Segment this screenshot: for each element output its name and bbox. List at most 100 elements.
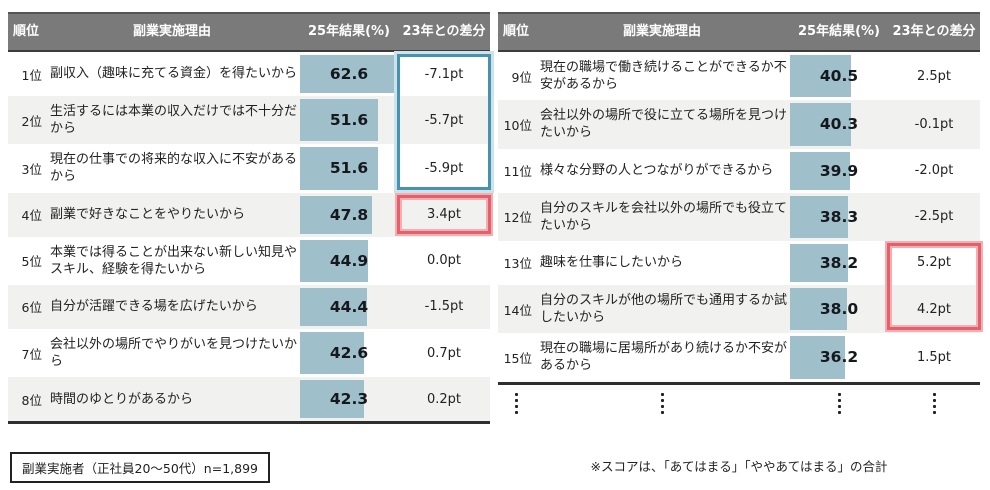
rank-cell: 8位 [21,392,42,408]
table-row: 12位 自分のスキルを会社以外の場所でも役立てたいから 38.3 -2.5pt [498,192,980,241]
reason-cell: 副業で好きなことをやりたいから [50,207,246,223]
diff-cell: 1.5pt [916,349,952,365]
value-bar [300,331,365,375]
diff-cell: -7.1pt [424,66,464,82]
table-row: 13位 趣味を仕事にしたいから 38.2 5.2pt [498,240,980,285]
value-label: 44.4 [329,297,369,316]
table-row: 5位 本業では得ることが出来ない新しい知見やスキル、経験を得たいから 44.9 … [8,236,490,285]
value-bar [790,243,848,282]
value-cell: 36.2 [790,333,888,381]
column-header-diff: 23年との差分 [402,23,486,39]
ellipsis-icon [534,392,790,414]
reason-cell: 時間のゆとりがあるから [50,391,194,407]
reason-cell: 副収入（趣味に充てる資金）を得たいから [50,66,298,82]
column-header-reason: 副業実施理由 [622,23,701,39]
value-label: 47.8 [329,205,369,224]
rank-cell: 2位 [21,113,42,129]
score-definition-note: ※スコアは、「あてはまる」「ややあてはまる」の合計 [590,459,888,474]
diff-cell: 0.7pt [426,345,462,361]
value-bar [300,195,373,234]
value-bar [300,147,378,190]
rank-cell: 15位 [503,350,532,366]
value-cell: 40.5 [790,52,888,100]
reason-cell: 現在の仕事での将来的な収入に不安があるから [50,152,298,185]
value-label: 42.3 [329,390,369,409]
rank-cell: 13位 [503,256,532,272]
value-label: 40.3 [819,115,859,134]
value-bar [300,55,395,93]
diff-cell: -5.7pt [424,112,464,128]
value-cell: 51.6 [300,96,398,144]
column-header-rank: 順位 [13,23,40,39]
column-header-rank: 順位 [503,23,530,39]
value-label: 51.6 [329,159,369,178]
value-label: 44.9 [329,251,369,270]
value-cell: 39.9 [790,149,888,193]
diff-cell: 2.5pt [916,68,952,84]
diff-cell: -0.1pt [914,116,954,132]
column-header-diff: 23年との差分 [892,23,976,39]
diff-cell: -1.5pt [424,299,464,315]
table-row: 3位 現在の仕事での将来的な収入に不安があるから 51.6 -5.9pt [8,144,490,193]
value-label: 36.2 [819,348,859,367]
value-cell: 62.6 [300,52,398,96]
value-cell: 44.9 [300,237,398,285]
value-label: 62.6 [329,65,369,83]
value-bar [300,99,378,142]
table-row: 6位 自分が活躍できる場を広げたいから 44.4 -1.5pt [8,284,490,329]
reason-cell: 生活するには本業の収入だけでは不十分だから [50,104,298,137]
rank-cell: 14位 [503,302,532,318]
table-header: 順位 副業実施理由 25年結果(%) 23年との差分 [8,12,490,52]
table-body: 9位 現在の職場で働き続けることができるか不安があるから 40.5 2.5pt … [498,52,980,385]
reason-cell: 会社以外の場所でやりがいを見つけたいから [50,336,298,370]
table-row: 2位 生活するには本業の収入だけでは不十分だから 51.6 -5.7pt [8,96,490,145]
value-cell: 38.0 [790,285,888,333]
reason-cell: 趣味を仕事にしたいから [540,255,684,271]
table-1: 順位 副業実施理由 25年結果(%) 23年との差分 9位 現在の職場で働き続け… [498,12,981,490]
continuation-dots [498,385,980,414]
value-cell: 47.8 [300,193,398,237]
diff-cell: 0.0pt [426,253,462,269]
table-row: 14位 自分のスキルが他の場所でも通用するか試したいから 38.0 4.2pt [498,284,980,334]
reason-cell: 現在の職場で働き続けることができるか不安があるから [540,60,787,93]
reason-cell: 自分が活躍できる場を広げたいから [50,299,258,315]
value-bar [790,336,845,379]
diff-cell: 4.2pt [916,301,952,317]
rank-cell: 6位 [21,300,42,316]
rank-cell: 3位 [21,161,42,177]
table-row: 8位 時間のゆとりがあるから 42.3 0.2pt [8,377,490,422]
rank-cell: 9位 [511,69,532,85]
table-row: 7位 会社以外の場所でやりがいを見つけたいから 42.6 0.7pt [8,328,490,378]
value-label: 38.2 [819,253,859,272]
value-cell: 38.3 [790,193,888,241]
value-label: 51.6 [329,111,369,130]
table-row: 15位 現在の職場に居場所があり続けるか不安があるから 36.2 1.5pt [498,333,980,382]
value-bar [790,55,852,98]
value-cell: 40.3 [790,100,888,148]
table-row: 9位 現在の職場で働き続けることができるか不安があるから 40.5 2.5pt [498,52,980,101]
value-cell: 44.4 [300,285,398,329]
value-label: 38.3 [819,207,859,226]
table-0: 順位 副業実施理由 25年結果(%) 23年との差分 1位 副収入（趣味に充てる… [8,12,491,490]
rank-cell: 10位 [503,117,532,133]
diff-cell: -2.0pt [914,163,954,179]
table-header: 順位 副業実施理由 25年結果(%) 23年との差分 [498,12,980,52]
rank-cell: 7位 [21,346,42,362]
column-header-reason: 副業実施理由 [132,23,211,39]
value-bar [300,287,367,326]
diff-cell: -5.9pt [424,160,464,176]
value-label: 42.6 [329,344,369,363]
value-bar [790,151,851,190]
table-body: 1位 副収入（趣味に充てる資金）を得たいから 62.6 -7.1pt 2位 生活… [8,52,490,425]
reason-cell: 自分のスキルが他の場所でも通用するか試したいから [540,292,788,326]
diff-cell: 3.4pt [426,207,462,223]
value-label: 38.0 [819,300,859,319]
value-label: 39.9 [819,161,859,180]
value-bar [790,195,848,238]
rank-cell: 11位 [503,164,532,180]
diff-cell: -2.5pt [914,209,954,225]
ellipsis-icon [888,392,980,414]
ellipsis-icon [790,392,888,414]
value-label: 40.5 [819,67,859,86]
